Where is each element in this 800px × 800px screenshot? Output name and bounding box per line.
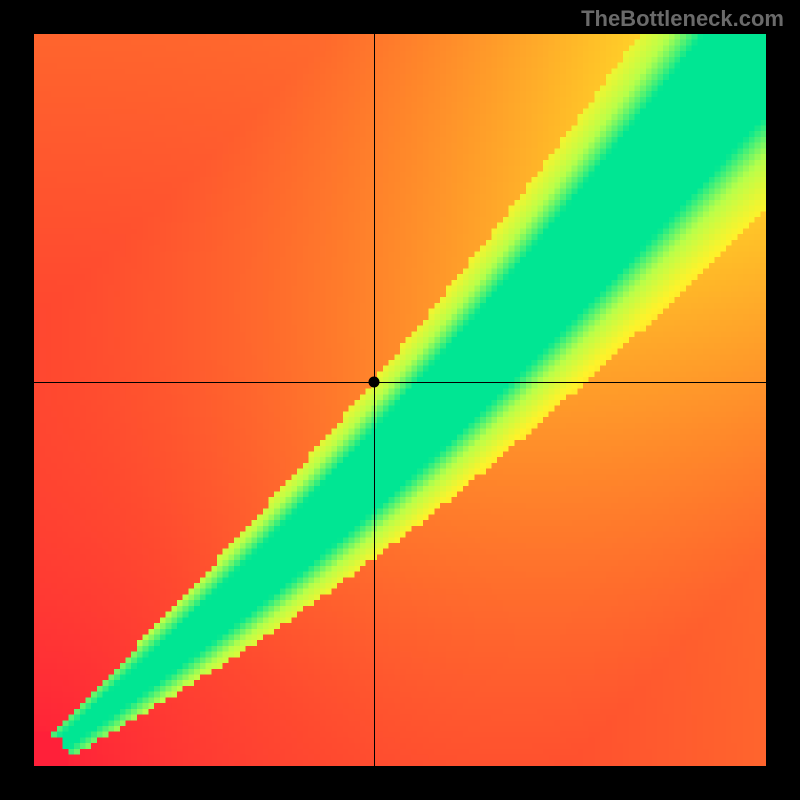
heatmap-canvas [34, 34, 766, 766]
crosshair-horizontal [34, 382, 766, 383]
crosshair-dot [369, 376, 380, 387]
chart-container: TheBottleneck.com [0, 0, 800, 800]
watermark-text: TheBottleneck.com [581, 6, 784, 32]
crosshair-vertical [374, 34, 375, 766]
plot-area [34, 34, 766, 766]
